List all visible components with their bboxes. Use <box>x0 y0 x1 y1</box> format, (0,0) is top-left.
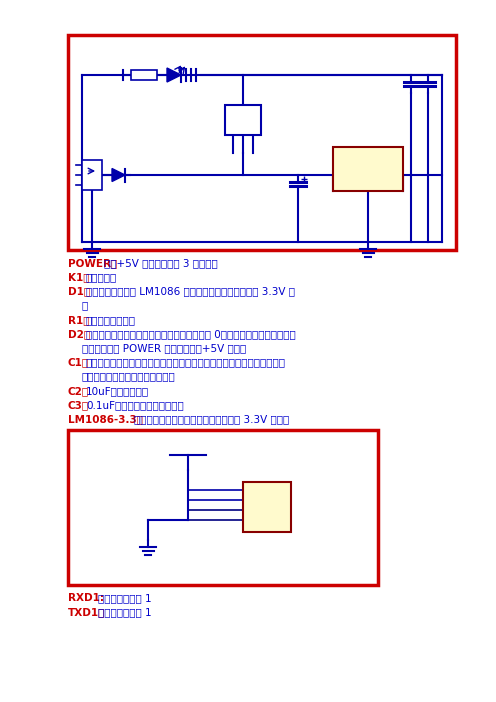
Text: POWER：: POWER： <box>68 258 117 268</box>
Text: 10uF，用于滤波；: 10uF，用于滤波； <box>86 386 149 396</box>
Text: 大，用于检测 POWER 是否提供正常+5V 电压；: 大，用于检测 POWER 是否提供正常+5V 电压； <box>82 343 246 353</box>
Text: 电源指示灯，检测 LM1086 是否工作正常，为电路提供 3.3V 电: 电源指示灯，检测 LM1086 是否工作正常，为电路提供 3.3V 电 <box>86 286 295 296</box>
Text: RXD1:: RXD1: <box>68 593 104 603</box>
Text: K1：: K1： <box>68 272 89 282</box>
Text: TXD1：: TXD1： <box>68 607 105 617</box>
Text: C2：: C2： <box>68 386 89 396</box>
Bar <box>82 160 102 190</box>
Text: 0.1uF，用于为负载电路滤波；: 0.1uF，用于为负载电路滤波； <box>86 400 184 410</box>
Bar <box>225 105 261 135</box>
Text: 起到限流的作用；: 起到限流的作用； <box>86 314 136 325</box>
Text: D1：: D1： <box>68 286 90 296</box>
Text: 低压差线性稳压器，为电路提供稳定的 3.3V 电压；: 低压差线性稳压器，为电路提供稳定的 3.3V 电压； <box>134 414 289 424</box>
Bar <box>333 147 403 191</box>
Text: D2：: D2： <box>68 329 90 339</box>
Text: LM1086-3.3：: LM1086-3.3： <box>68 414 143 424</box>
Text: 点解电容，去耦电容，用于滤除交流成分，是输出的直流电源更平滑，也: 点解电容，去耦电容，用于滤除交流成分，是输出的直流电源更平滑，也 <box>86 357 286 367</box>
Text: 发光二极管，加正向导通电压发光，阻抗接近 0，反向熄灭，阻抗接近无穷: 发光二极管，加正向导通电压发光，阻抗接近 0，反向熄灭，阻抗接近无穷 <box>86 329 296 339</box>
Text: 发送数据的串口 1: 发送数据的串口 1 <box>98 607 152 617</box>
Text: C3：: C3： <box>68 400 89 410</box>
Bar <box>131 70 157 80</box>
Bar <box>68 430 378 585</box>
Text: 外接+5V 的直流电，有 3 个引脚；: 外接+5V 的直流电，有 3 个引脚； <box>104 258 218 268</box>
Text: 拨动开关；: 拨动开关； <box>86 272 117 282</box>
Text: 压: 压 <box>82 300 88 310</box>
Text: 接收数据的串口 1: 接收数据的串口 1 <box>98 593 152 603</box>
Bar <box>243 482 291 532</box>
Text: 防止电源噪声影响元件正常工作；: 防止电源噪声影响元件正常工作； <box>82 371 176 382</box>
Polygon shape <box>112 168 125 182</box>
Text: C1：: C1： <box>68 357 89 367</box>
Bar <box>68 35 456 250</box>
Text: R1：: R1： <box>68 314 89 325</box>
Polygon shape <box>167 68 181 82</box>
